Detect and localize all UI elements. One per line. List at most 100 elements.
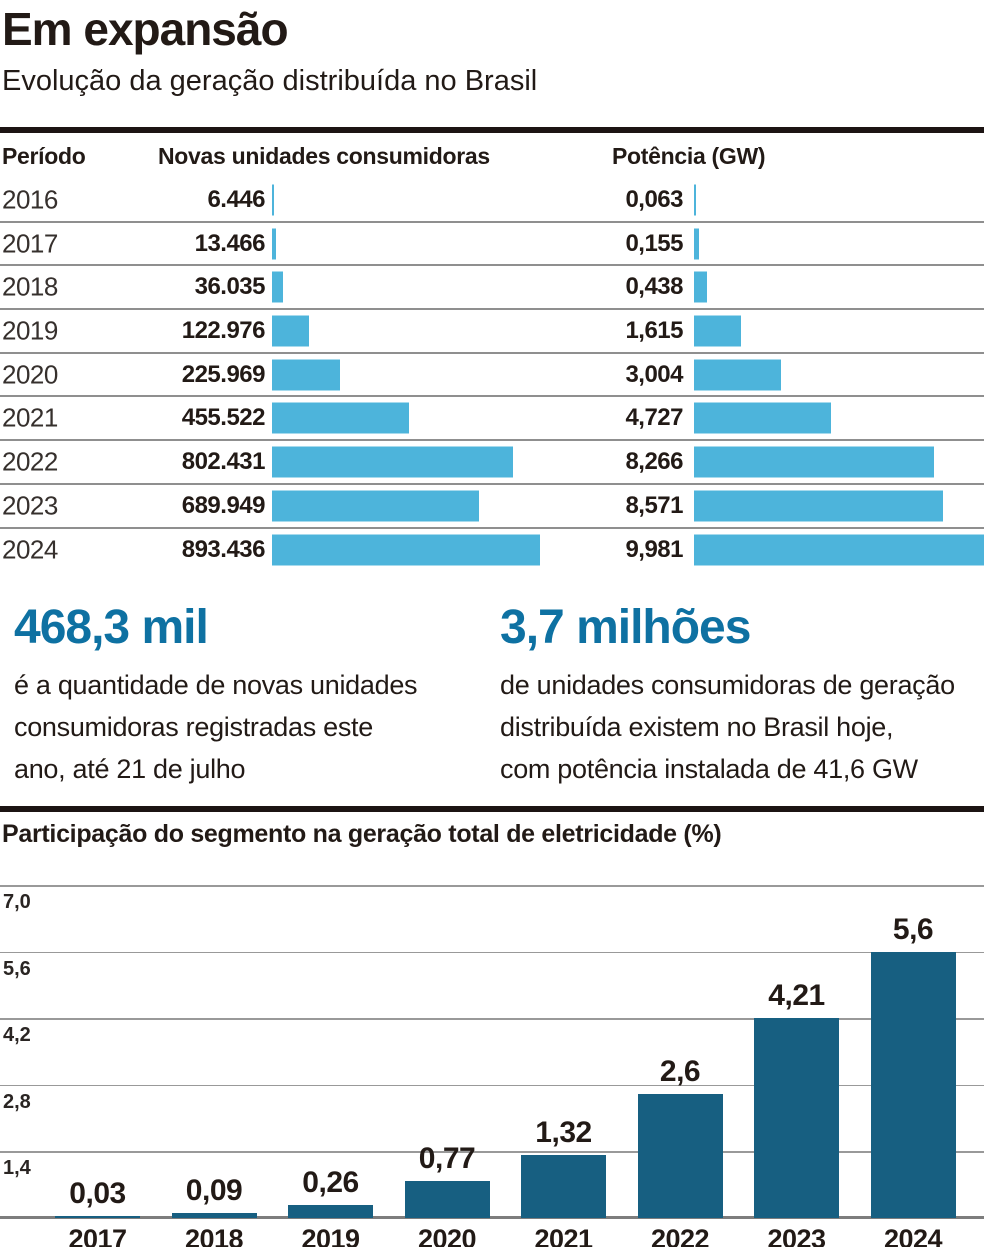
chart-title: Participação do segmento na geração tota… (2, 820, 722, 848)
power-bar (694, 490, 943, 522)
bar-value-label: 0,26 (302, 1166, 359, 1200)
x-tick-label: 2018 (184, 1224, 244, 1247)
period-label: 2019 (2, 315, 58, 346)
x-tick-label: 2019 (301, 1224, 360, 1247)
units-value: 893.436 (181, 536, 266, 564)
chart-bar (171, 1213, 257, 1218)
gridline (0, 1151, 984, 1153)
evolution-table: Período Novas unidades consumidoras Potê… (0, 127, 984, 572)
bar-value-label: 0,03 (69, 1177, 126, 1210)
units-value: 802.431 (181, 447, 266, 475)
bar-value-label: 4,21 (768, 978, 825, 1012)
bar-value-label: 1,32 (535, 1115, 592, 1149)
chart-bar (404, 1180, 490, 1218)
participation-chart: Participação do segmento na geração tota… (0, 806, 984, 1247)
units-bar (272, 490, 479, 522)
power-bar (694, 534, 984, 566)
table-row: 2020 225.969 3,004 (0, 354, 984, 398)
table-top-rule (0, 127, 984, 133)
column-header-period: Período (2, 143, 86, 169)
chart-bar (754, 1017, 839, 1218)
chart-bar (55, 1216, 140, 1218)
power-bar (694, 184, 696, 216)
stat-description-line: consumidoras registradas este (14, 712, 373, 743)
power-bar (694, 271, 707, 303)
chart-bar (521, 1154, 606, 1218)
units-bar (272, 315, 309, 347)
stat-description-line: distribuída existem no Brasil hoje, (500, 712, 894, 743)
bar-value-label: 2,6 (659, 1055, 701, 1088)
x-axis-line (0, 1215, 984, 1219)
power-bar (694, 446, 935, 478)
period-label: 2022 (2, 446, 58, 477)
y-tick-label: 5,6 (3, 957, 31, 980)
x-tick-label: 2023 (767, 1224, 826, 1247)
x-tick-label: 2022 (650, 1224, 710, 1247)
period-label: 2017 (2, 228, 58, 259)
table-row: 2021 455.522 4,727 (0, 397, 984, 442)
power-value: 0,438 (625, 273, 683, 301)
table-row: 2022 802.431 8,266 (0, 441, 984, 485)
table-row: 2016 6.446 0,063 (0, 179, 984, 223)
x-tick-label: 2024 (883, 1224, 943, 1247)
power-value: 0,063 (625, 185, 683, 213)
units-bar (272, 359, 340, 391)
power-bar (694, 402, 832, 434)
chart-bar (637, 1094, 723, 1218)
table-row: 2018 36.035 0,438 (0, 266, 984, 311)
units-bar (272, 446, 513, 478)
power-value: 1,615 (625, 316, 683, 344)
gridline (0, 885, 984, 887)
gridline (0, 1084, 984, 1086)
power-value: 8,266 (625, 447, 683, 475)
units-value: 13.466 (194, 229, 266, 257)
stat-total-units-description: de unidades consumidoras de geração distr… (500, 664, 980, 790)
gridline (0, 951, 984, 953)
bar-value-label: 0,09 (185, 1174, 243, 1208)
stat-description-line: com potência instalada de 41,6 GW (500, 754, 918, 785)
units-bar (272, 534, 540, 566)
units-value: 455.522 (181, 404, 266, 432)
chart-bar (288, 1205, 373, 1218)
table-row: 2017 13.466 0,155 (0, 223, 984, 267)
power-bar (694, 359, 782, 391)
table-row: 2019 122.976 1,615 (0, 310, 984, 354)
units-value: 122.976 (181, 316, 266, 344)
stat-description-line: ano, até 21 de julho (14, 754, 246, 785)
y-tick-label: 2,8 (3, 1090, 31, 1113)
power-value: 0,155 (625, 229, 683, 257)
period-label: 2024 (2, 534, 58, 565)
chart-plot-area: 7,0 5,6 4,2 2,8 1,4 0,03 0,09 0,26 0,77 1,32 2,6 4,… (0, 885, 984, 1219)
power-bar (694, 228, 699, 260)
units-bar (272, 184, 274, 216)
stat-new-units-value: 468,3 mil (14, 601, 209, 654)
gridline (0, 1018, 984, 1020)
units-value: 225.969 (181, 360, 266, 388)
stat-new-units: 468,3 mil é a quantidade de novas unidad… (14, 600, 469, 790)
y-tick-label: 1,4 (3, 1157, 31, 1179)
period-label: 2020 (2, 359, 58, 390)
units-value: 36.035 (194, 273, 266, 301)
units-value: 689.949 (181, 491, 266, 519)
stat-total-units: 3,7 milhões de unidades consumidoras de … (500, 600, 980, 790)
chart-bar (870, 951, 956, 1218)
y-tick-label: 7,0 (3, 891, 31, 913)
stat-description-line: de unidades consumidoras de geração (500, 670, 955, 701)
power-value: 3,004 (625, 360, 683, 388)
bar-value-label: 5,6 (892, 912, 934, 946)
period-label: 2018 (2, 271, 58, 302)
units-bar (272, 228, 276, 260)
table-row: 2024 893.436 9,981 (0, 529, 984, 573)
page-subtitle: Evolução da geração distribuída no Brasi… (2, 65, 538, 97)
x-tick-label: 2017 (68, 1224, 127, 1247)
table-row: 2023 689.949 8,571 (0, 485, 984, 529)
units-value: 6.446 (207, 185, 265, 213)
table-header: Período Novas unidades consumidoras Potê… (0, 133, 984, 179)
x-tick-label: 2020 (417, 1224, 477, 1247)
table-body: 2016 6.446 0,063 2017 13.466 0,155 2018 36.035 0… (0, 179, 984, 572)
power-value: 4,727 (625, 404, 683, 432)
units-bar (272, 402, 409, 434)
column-header-units: Novas unidades consumidoras (158, 143, 490, 169)
x-tick-label: 2021 (534, 1224, 593, 1247)
